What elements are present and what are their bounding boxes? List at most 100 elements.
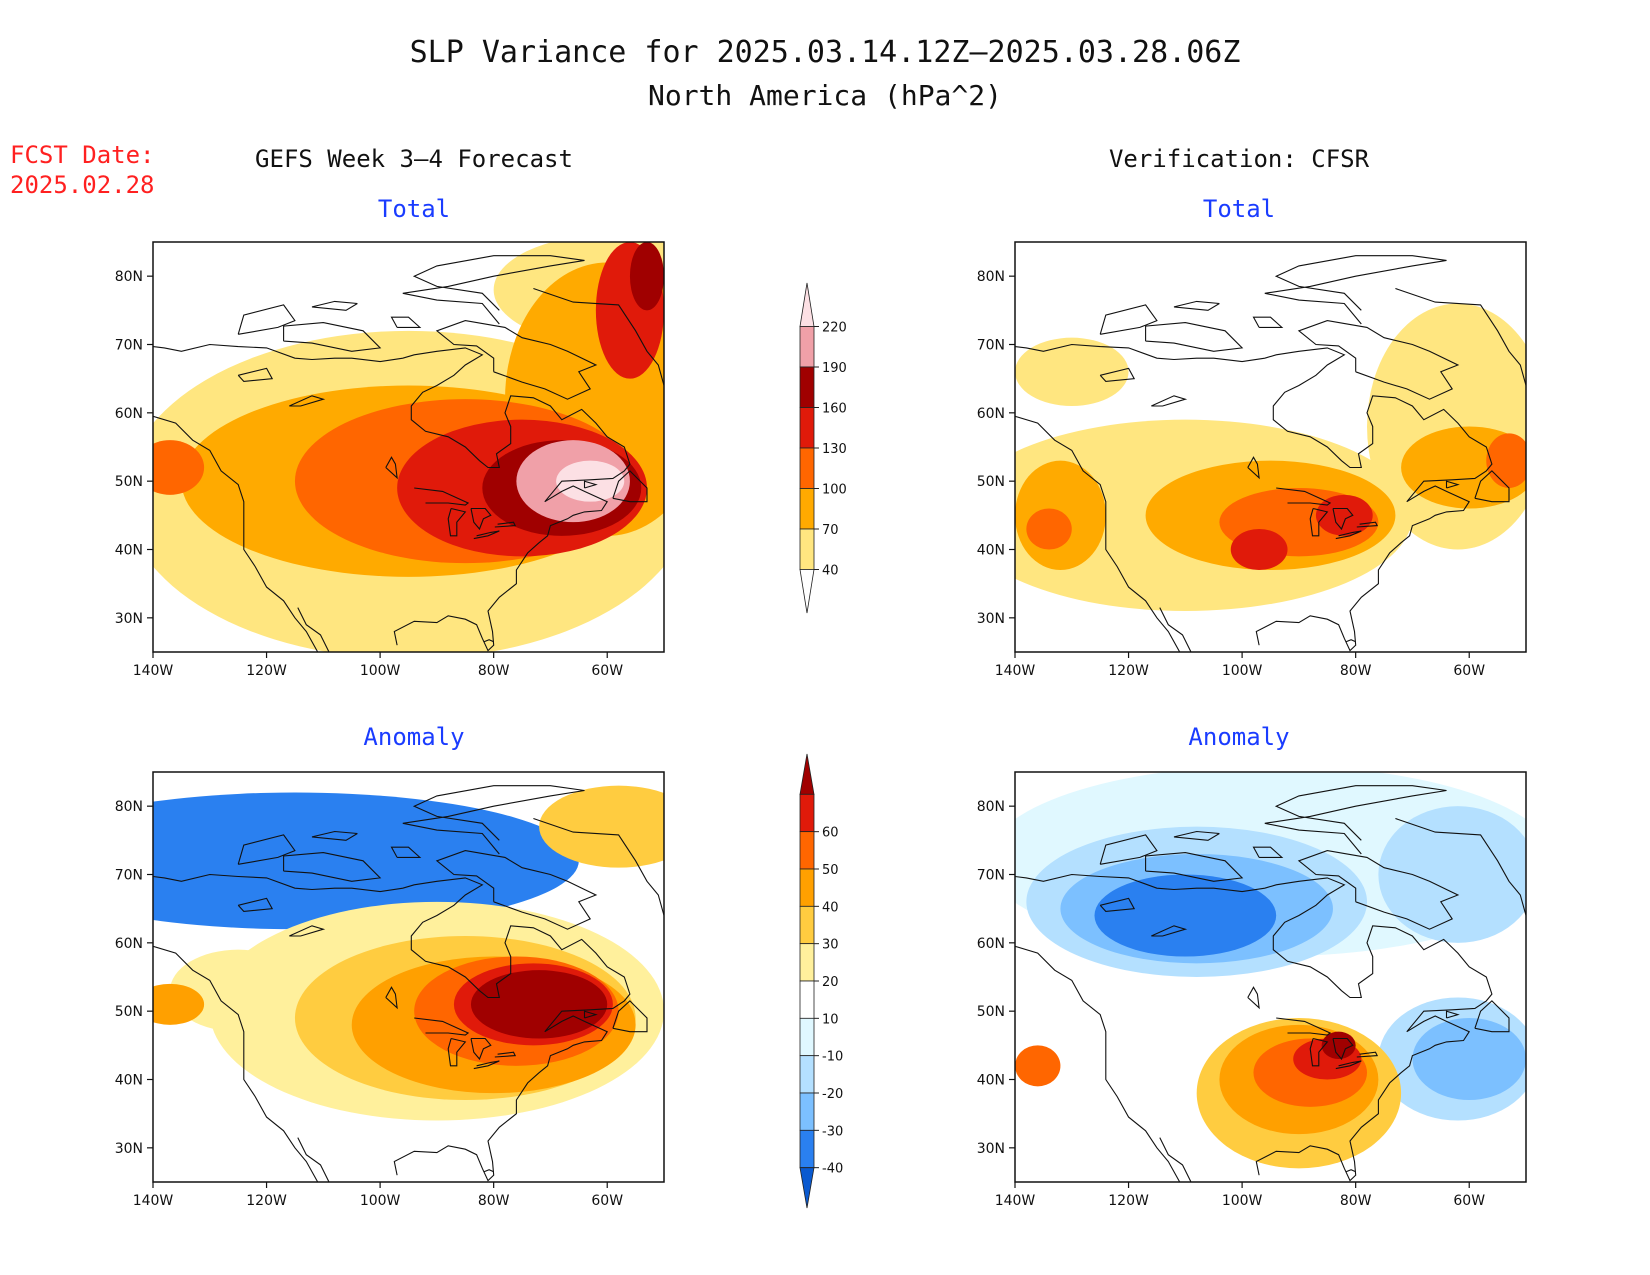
coastline [1247, 986, 1260, 1010]
coastline [533, 287, 664, 386]
coastline [237, 834, 296, 865]
coastline [402, 255, 585, 325]
map-panel: 140W 120W 100W 80W 60W 30N 40N 50N 60N 70N 80N [977, 771, 1527, 1209]
colorbar-segment [799, 528, 815, 570]
coastline [153, 945, 319, 1182]
lat-tick-label: 30N [977, 611, 1005, 627]
lon-tick-label: 100W [1222, 663, 1263, 679]
lat-tick-label: 80N [115, 799, 143, 815]
coastline [1099, 304, 1158, 335]
coastline [1015, 415, 1181, 652]
colorbar-label: -10 [822, 1050, 843, 1065]
coastline [470, 1037, 492, 1061]
coastline [1276, 487, 1332, 506]
coastline-layer [1015, 255, 1526, 652]
lat-tick-label: 40N [977, 1073, 1005, 1089]
map-frame [1014, 771, 1527, 1183]
colorbar-label: 60 [822, 826, 839, 841]
colorbar-label: 220 [822, 321, 847, 336]
contour-region [153, 983, 205, 1025]
lon-tick-label: 140W [995, 1193, 1036, 1209]
lon-tick-label: 80W [1340, 1193, 1372, 1209]
contour-fills [1015, 772, 1526, 1182]
map-panel: 140W 120W 100W 80W 60W 30N 40N 50N 60N 70N 80N [115, 241, 665, 679]
coastline [435, 850, 598, 930]
coastline [1159, 1137, 1192, 1182]
coastline [583, 1010, 598, 1019]
colorbar-arrow-bottom [799, 569, 815, 614]
coastline [153, 873, 631, 1182]
lon-tick-label: 120W [246, 1193, 287, 1209]
coastline [1332, 507, 1354, 531]
colorbar-segment [799, 1092, 815, 1131]
coastline [297, 1137, 330, 1182]
colorbar-arrow-top [799, 753, 815, 795]
coastline [153, 343, 631, 652]
colorbar-label: 70 [822, 523, 839, 538]
colorbar-label: -40 [822, 1162, 843, 1177]
lat-tick-label: 70N [977, 868, 1005, 884]
lat-tick-label: 80N [977, 269, 1005, 285]
colorbar-label: 100 [822, 483, 847, 498]
lat-tick-label: 50N [977, 474, 1005, 490]
coastline [473, 530, 500, 540]
coastline [1099, 367, 1136, 382]
coastline [1252, 846, 1284, 858]
coastline [1356, 521, 1379, 528]
lon-tick-label: 60W [591, 663, 623, 679]
contour-region [539, 785, 664, 868]
colorbar-label: 190 [822, 361, 847, 376]
lat-tick-label: 80N [115, 269, 143, 285]
coastline [435, 320, 598, 400]
lat-tick-label: 70N [115, 338, 143, 354]
lon-tick-label: 80W [478, 663, 510, 679]
coastline [1395, 287, 1526, 386]
fcst-date-label: FCST Date: [10, 141, 155, 169]
lat-tick-label: 60N [115, 936, 143, 952]
coastline [402, 785, 585, 855]
coastline [483, 1169, 494, 1173]
lat-tick-label: 40N [977, 543, 1005, 559]
coastline [1264, 785, 1447, 855]
colorbar-label: 50 [822, 863, 839, 878]
coastline [473, 1060, 500, 1070]
panel-title-anomaly-left: Anomaly [363, 723, 464, 751]
colorbar-segment [799, 868, 815, 907]
colorbar-label: 40 [822, 900, 839, 915]
coastline [1145, 322, 1244, 352]
lon-tick-label: 60W [1453, 663, 1485, 679]
coastline [283, 322, 382, 352]
coastline [1297, 320, 1460, 400]
colorbar-segment [799, 407, 815, 449]
lon-tick-label: 140W [133, 1193, 174, 1209]
coastline [311, 300, 358, 311]
lat-tick-label: 30N [977, 1141, 1005, 1157]
lon-tick-label: 120W [246, 663, 287, 679]
coastline [494, 521, 517, 528]
map-panel: 140W 120W 100W 80W 60W 30N 40N 50N 60N 70N 80N [115, 771, 665, 1209]
coastline [297, 607, 330, 652]
lon-tick-label: 120W [1108, 1193, 1149, 1209]
coastline [1356, 1051, 1379, 1058]
coastline [494, 1051, 517, 1058]
coastline [1345, 639, 1356, 643]
coastline [1145, 852, 1244, 882]
colorbar-label: 130 [822, 442, 847, 457]
coastline [447, 1037, 467, 1067]
lat-tick-label: 60N [977, 406, 1005, 422]
lat-tick-label: 60N [115, 406, 143, 422]
contour-region [1486, 433, 1526, 488]
colorbar-segment [799, 905, 815, 945]
coastline [390, 846, 422, 858]
lat-tick-label: 40N [115, 1073, 143, 1089]
contour-region [629, 242, 664, 311]
colorbar-segment [799, 943, 815, 982]
coastline [1264, 255, 1447, 325]
coastline [237, 304, 296, 335]
colorbar-segment [799, 1017, 815, 1057]
lat-tick-label: 50N [977, 1004, 1005, 1020]
coastline [237, 897, 274, 912]
lon-tick-label: 80W [1340, 663, 1372, 679]
colorbar-segment [799, 326, 815, 368]
contour-region [1378, 806, 1526, 943]
